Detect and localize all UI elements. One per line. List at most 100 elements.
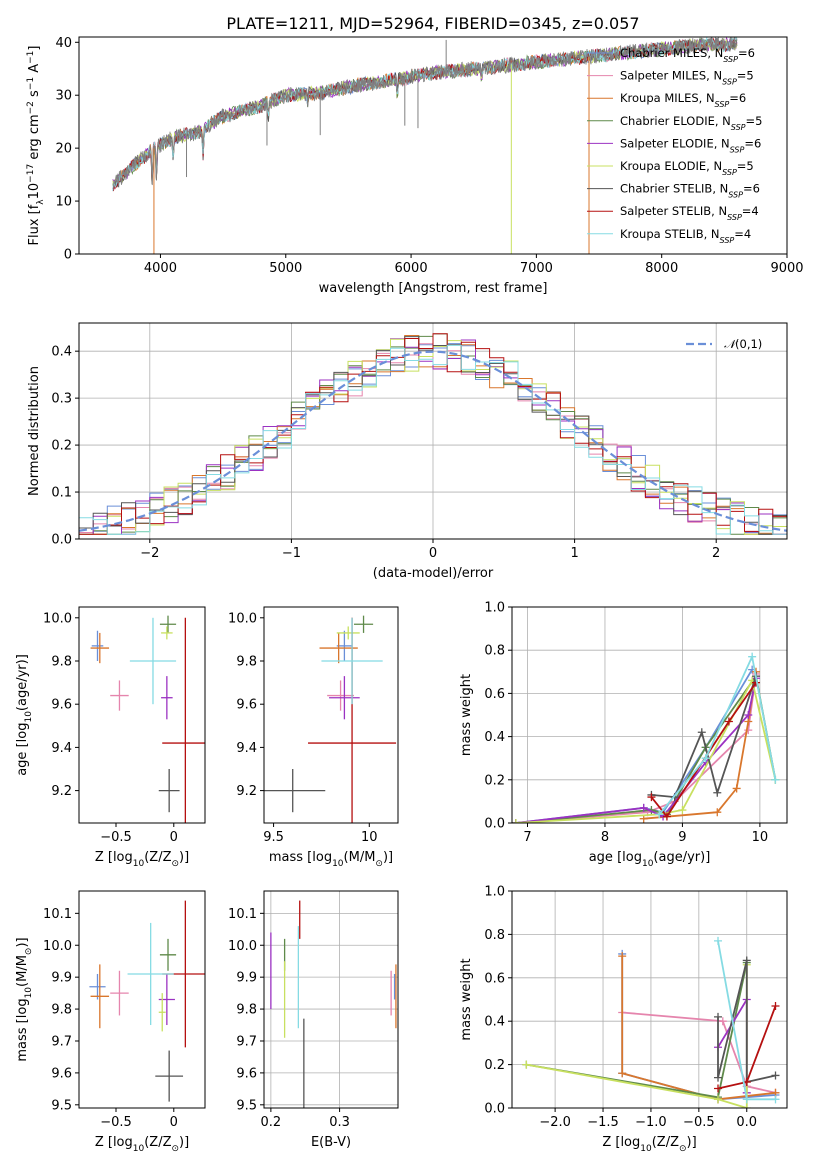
x-tick-label: −0.5	[683, 1115, 715, 1130]
y-tick-label: 0.8	[484, 928, 505, 943]
y-tick-label: 10	[55, 195, 72, 210]
z_mass-panel-ylabel: mass [log10(M/M⊙)]	[15, 937, 34, 1061]
x-tick-label: 8000	[645, 261, 678, 276]
weight-marker	[724, 717, 733, 726]
ebv_mass-panel: 0.2 0.3 9.5 9.6 9.7 9.8 9.9 10.0 10.1 E(B-V)	[228, 890, 399, 1150]
data-spectrum	[112, 37, 738, 190]
y-tick-label: 9.5	[236, 1098, 257, 1113]
residuals-legend: 𝒩(0,1)	[686, 337, 762, 351]
weight-marker	[771, 775, 780, 784]
mass_age-panel-frame	[263, 606, 399, 824]
y-tick-label: 9.8	[236, 655, 257, 670]
mass_age-panel-plot-area	[264, 615, 397, 823]
figure-title: PLATE=1211, MJD=52964, FIBERID=0345, z=0…	[226, 14, 639, 33]
weight-marker	[718, 1017, 727, 1026]
mass_age-panel-xlabel: mass [log10(M/M⊙)]	[269, 850, 393, 869]
weight-line-kroupa_elodie	[526, 964, 748, 1108]
x-tick-label: −1.0	[635, 1115, 667, 1130]
x-tick-label: −2	[140, 546, 159, 561]
z_age-panel-plot-area	[90, 615, 205, 823]
x-tick-label: −0.5	[100, 1115, 132, 1130]
weight-line-kroupa_elodie	[515, 677, 777, 823]
z_weight-panel-plot-area	[512, 891, 787, 1108]
ebv_mass-panel-xlabel: E(B-V)	[311, 1135, 351, 1150]
weight-line-salpeter_miles	[515, 673, 757, 823]
errorbar-chabrier_stelib	[155, 1050, 184, 1102]
x-tick-label: 1	[570, 546, 578, 561]
spectrum-panel-xlabel: wavelength [Angstrom, rest frame]	[319, 281, 548, 296]
spectrum-legend: Chabrier MILES, NSSP=6 Salpeter MILES, NS…	[587, 46, 762, 244]
ebv_mass-panel-plot-area	[264, 891, 398, 1108]
y-tick-label: 9.7	[236, 1034, 257, 1049]
y-tick-label: 0.4	[51, 345, 72, 360]
y-tick-label: 1.0	[484, 601, 505, 616]
residuals-panel-xlabel: (data-model)/error	[373, 566, 494, 581]
y-tick-label: 10.0	[228, 939, 257, 954]
x-tick-label: −1.5	[587, 1115, 619, 1130]
y-tick-label: 30	[55, 89, 72, 104]
y-tick-label: 0.0	[484, 817, 505, 832]
weight-marker	[697, 728, 706, 737]
y-tick-label: 0.2	[484, 773, 505, 788]
y-tick-label: 0.2	[484, 1058, 505, 1073]
weight-marker	[618, 952, 627, 961]
legend-entry: Chabrier STELIB, NSSP=6	[620, 182, 760, 200]
y-tick-label: 9.7	[51, 1034, 72, 1049]
ebv_mass-panel-grid	[264, 891, 398, 1108]
normal-curve	[79, 350, 787, 532]
y-tick-label: 9.8	[51, 655, 72, 670]
weight-line-salpeter_elodie	[515, 678, 757, 823]
x-tick-label: 0.3	[329, 1115, 350, 1130]
y-tick-label: 10.0	[228, 611, 257, 626]
x-tick-label: 9.5	[263, 830, 284, 845]
weight-marker	[732, 784, 741, 793]
z_mass-panel-xlabel: Z [log10(Z/Z⊙)]	[95, 1135, 189, 1154]
errorbar-salpeter_miles	[110, 680, 129, 711]
errorbar-chabrier_miles	[89, 973, 106, 1000]
errorbar-kroupa_elodie	[161, 626, 173, 640]
z_weight-panel: −2.0 −1.5 −1.0 −0.5 0.0 0.0 0.2 0.4 0.6 0.8 1.0 Z […	[459, 885, 788, 1154]
weight-marker	[771, 1071, 780, 1080]
weight-marker	[742, 1095, 751, 1104]
y-tick-label: 0.1	[51, 486, 72, 501]
x-tick-label: 0.2	[261, 1115, 282, 1130]
errorbar-kroupa_miles	[90, 964, 110, 1029]
y-tick-label: 9.2	[236, 784, 257, 799]
y-tick-label: 40	[55, 36, 72, 51]
weight-marker	[714, 1073, 723, 1082]
x-tick-label: 9000	[770, 261, 803, 276]
z_age-panel-ylabel: age [log10(age/yr)]	[15, 654, 34, 776]
z_age-panel-frame	[78, 606, 206, 824]
mass_age-panel: 9.5 10 9.2 9.4 9.6 9.8 10.0 mass [log10(M/M⊙)]	[228, 606, 399, 869]
errorbar-salpeter_miles	[110, 970, 129, 1016]
weight-marker	[713, 788, 722, 797]
x-tick-label: 0	[429, 546, 437, 561]
spectrum-panel-ylabel: Flux [fλ10−17 erg cm−2 s−1 A−1]	[26, 46, 46, 246]
age_weight-panel-ylabel: mass weight	[459, 674, 474, 756]
x-tick-label: 2	[712, 546, 720, 561]
y-tick-label: 9.6	[51, 698, 72, 713]
weight-marker	[655, 810, 664, 819]
x-tick-label: 10	[752, 830, 769, 845]
y-tick-label: 9.5	[51, 1098, 72, 1113]
age_weight-panel-plot-area	[512, 607, 787, 823]
errorbar-salpeter_stelib	[162, 617, 205, 823]
y-tick-label: 9.8	[51, 1003, 72, 1018]
errorbar-salpeter_elodie	[161, 676, 173, 720]
errorbar-salpeter_elodie	[158, 973, 175, 1026]
z_mass-panel-plot-area	[89, 900, 205, 1102]
y-tick-label: 0.6	[484, 971, 505, 986]
weight-marker	[744, 711, 753, 719]
errorbar-chabrier_stelib	[264, 769, 326, 813]
z_mass-panel-frame	[78, 890, 206, 1109]
x-tick-label: 8	[601, 830, 609, 845]
weight-marker	[742, 956, 751, 965]
y-tick-label: 9.8	[236, 1003, 257, 1018]
legend-entry: Chabrier MILES, NSSP=6	[620, 46, 755, 64]
weight-marker	[713, 808, 722, 817]
legend-entry: Salpeter STELIB, NSSP=4	[620, 204, 759, 222]
y-tick-label: 9.4	[51, 741, 72, 756]
x-tick-label: 0.0	[736, 1115, 757, 1130]
y-tick-label: 9.6	[236, 1066, 257, 1081]
legend-entry: Chabrier ELODIE, NSSP=5	[620, 114, 762, 132]
